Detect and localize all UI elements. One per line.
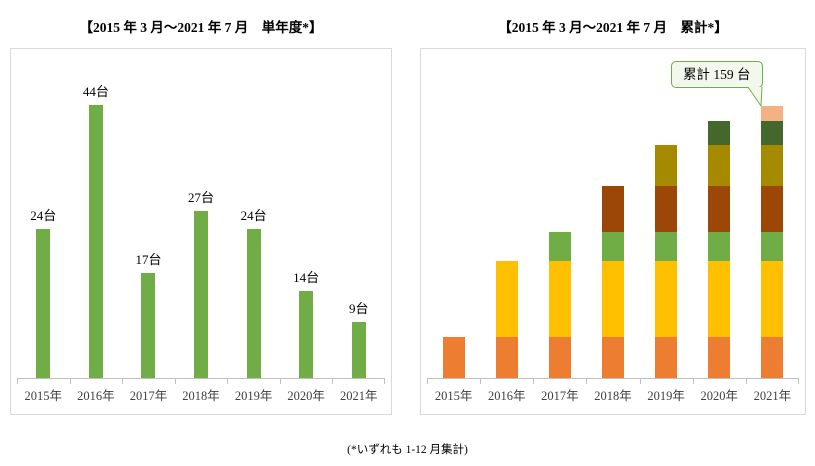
- bar-column-2019: 24台: [227, 49, 280, 378]
- x-axis-label-2019: 2019年: [639, 379, 693, 404]
- stacked-bar-column-2021: [746, 49, 799, 378]
- stacked-bar-column-2019: [640, 49, 693, 378]
- x-axis-label-2018: 2018年: [174, 379, 228, 404]
- stacked-bar-column-2018: [586, 49, 639, 378]
- stack-segment-2018: [708, 186, 731, 232]
- single-year-chart-area: 24台 44台 17台 27台 24台 14台 9台 2015年 2016年 2017年 2018…: [10, 48, 392, 415]
- bar-column-2016: 44台: [70, 49, 123, 378]
- stacked-bar-2018: [601, 186, 624, 378]
- stack-segment-2015: [761, 337, 784, 378]
- stacked-bar-2020: [708, 121, 731, 378]
- x-axis-label-2017: 2017年: [533, 379, 586, 404]
- bar-value-label-2016: 44台: [82, 84, 109, 99]
- cumulative-chart-area: 2015年 2016年 2017年 2018年 2019年 2020年 2021年 累計 1…: [420, 48, 806, 415]
- stack-segment-2016: [655, 261, 678, 337]
- stack-segment-2017: [761, 232, 784, 261]
- bar-2019: [246, 229, 261, 378]
- bar-value-label-2015: 24台: [30, 208, 57, 223]
- x-axis-label-2020: 2020年: [692, 379, 746, 404]
- single-year-plot: 24台 44台 17台 27台 24台 14台 9台: [17, 49, 385, 379]
- x-axis-label-2018: 2018年: [586, 379, 639, 404]
- bar-2021: [351, 322, 366, 378]
- x-axis-label-2020: 2020年: [279, 379, 333, 404]
- stack-segment-2018: [655, 186, 678, 232]
- stack-segment-2016: [601, 261, 624, 337]
- bar-value-label-2021: 9台: [349, 301, 369, 316]
- x-axis-label-2015: 2015年: [17, 379, 70, 404]
- x-axis-label-2016: 2016年: [480, 379, 533, 404]
- bar-column-2018: 27台: [175, 49, 228, 378]
- bar-column-2020: 14台: [280, 49, 333, 378]
- stack-segment-2019: [655, 145, 678, 186]
- bar-2017: [141, 273, 156, 378]
- stack-segment-2021: [761, 106, 784, 121]
- stacked-bar-2015: [442, 337, 465, 378]
- stack-segment-2017: [655, 232, 678, 261]
- x-axis-label-2016: 2016年: [69, 379, 123, 404]
- x-axis-label-2021: 2021年: [332, 379, 385, 404]
- stack-segment-2015: [601, 337, 624, 378]
- stacked-bar-column-2020: [693, 49, 746, 378]
- x-axis-label-2021: 2021年: [745, 379, 800, 404]
- stack-segment-2017: [548, 232, 571, 261]
- bar-value-label-2017: 17台: [135, 252, 162, 267]
- stack-segment-2019: [708, 145, 731, 186]
- bar-2016: [88, 105, 103, 378]
- bar-2020: [299, 291, 314, 378]
- cumulative-total-callout: 累計 159 台: [671, 61, 763, 88]
- stack-segment-2018: [761, 186, 784, 232]
- callout-tail: [747, 87, 763, 107]
- cumulative-plot: [427, 49, 799, 379]
- cumulative-chart-title: 【2015 年 3 月～2021 年 7 月 累計*】: [498, 20, 728, 35]
- stack-segment-2016: [548, 261, 571, 337]
- bar-2018: [194, 211, 209, 378]
- stacked-bar-column-2016: [480, 49, 533, 378]
- footnote: (*いずれも 1-12 月集計): [347, 444, 468, 456]
- stacked-bar-2016: [495, 261, 518, 378]
- bar-value-label-2020: 14台: [293, 270, 320, 285]
- stack-segment-2017: [708, 232, 731, 261]
- stack-segment-2019: [761, 145, 784, 186]
- stack-segment-2016: [708, 261, 731, 337]
- bar-column-2015: 24台: [17, 49, 70, 378]
- stack-segment-2015: [548, 337, 571, 378]
- stack-segment-2016: [761, 261, 784, 337]
- x-axis-label-2019: 2019年: [227, 379, 280, 404]
- stacked-bar-2017: [548, 232, 571, 378]
- single-year-xaxis: 2015年 2016年 2017年 2018年 2019年 2020年 2021年: [17, 379, 385, 404]
- stacked-bar-column-2015: [427, 49, 480, 378]
- bar-column-2017: 17台: [122, 49, 175, 378]
- stacked-bar-2021: [761, 106, 784, 378]
- stack-segment-2017: [601, 232, 624, 261]
- bar-column-2021: 9台: [332, 49, 385, 378]
- bar-value-label-2018: 27台: [188, 190, 215, 205]
- bar-value-label-2019: 24台: [240, 208, 267, 223]
- cumulative-chart-panel: 【2015 年 3 月～2021 年 7 月 累計*】 2015年 2016年 20…: [420, 8, 806, 415]
- stacked-bar-2019: [655, 145, 678, 378]
- single-year-chart-panel: 【2015 年 3 月～2021 年 7 月 単年度*】 24台 44台 17台 27…: [10, 8, 392, 415]
- stack-segment-2020: [708, 121, 731, 145]
- cumulative-xaxis: 2015年 2016年 2017年 2018年 2019年 2020年 2021年: [427, 379, 800, 404]
- stack-segment-2015: [655, 337, 678, 378]
- stacked-bar-column-2017: [533, 49, 586, 378]
- stack-segment-2018: [601, 186, 624, 232]
- stack-segment-2016: [495, 261, 518, 337]
- single-year-chart-title: 【2015 年 3 月～2021 年 7 月 単年度*】: [79, 20, 323, 35]
- stack-segment-2015: [442, 337, 465, 378]
- x-axis-label-2017: 2017年: [122, 379, 175, 404]
- stack-segment-2015: [708, 337, 731, 378]
- x-axis-label-2015: 2015年: [427, 379, 480, 404]
- bar-2015: [36, 229, 51, 378]
- stack-segment-2015: [495, 337, 518, 378]
- stack-segment-2020: [761, 121, 784, 145]
